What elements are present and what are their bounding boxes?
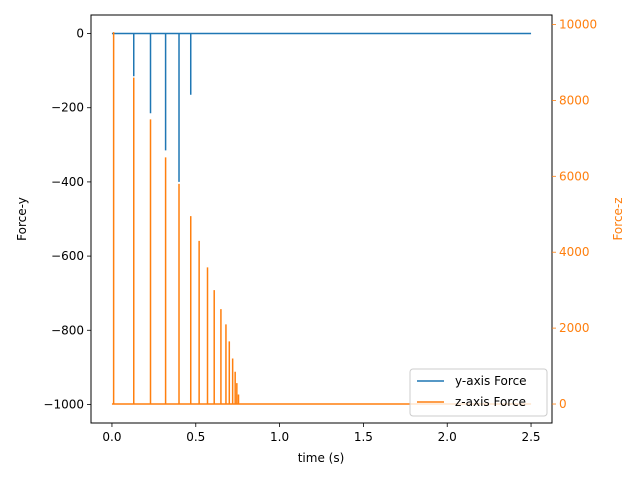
right-y-tick-label: 10000: [559, 17, 597, 31]
left-y-tick-label: −200: [51, 101, 84, 115]
left-y-tick-label: −1000: [43, 397, 84, 411]
x-tick-label: 2.0: [438, 430, 457, 444]
right-y-tick-label: 8000: [559, 93, 590, 107]
right-y-tick-label: 2000: [559, 321, 590, 335]
x-tick-label: 2.5: [521, 430, 540, 444]
x-tick-label: 1.0: [270, 430, 289, 444]
legend: y-axis Force z-axis Force: [409, 368, 548, 417]
plot-frame: [90, 14, 553, 424]
left-y-tick-label: −600: [51, 249, 84, 263]
x-tick-label: 0.0: [102, 430, 121, 444]
right-y-tick-label: 4000: [559, 245, 590, 259]
legend-label-z-axis-force: z-axis Force: [455, 395, 526, 409]
right-y-tick-label: 0: [559, 397, 567, 411]
series-line-y-axis-force: [111, 32, 532, 182]
legend-box: [409, 368, 548, 417]
series-layer: [111, 32, 532, 405]
right-y-tick-label: 6000: [559, 169, 590, 183]
x-tick-label: 1.5: [354, 430, 373, 444]
right-y-axis-title: Force-z: [611, 197, 625, 240]
series-line-z-axis-force: [111, 32, 532, 405]
left-y-tick-label: 0: [76, 27, 84, 41]
left-y-tick-label: −400: [51, 175, 84, 189]
x-axis-title: time (s): [298, 451, 345, 465]
legend-label-y-axis-force: y-axis Force: [455, 374, 527, 388]
x-tick-label: 0.5: [186, 430, 205, 444]
left-y-tick-label: −800: [51, 323, 84, 337]
ticks-layer: 0.0 0.5 1.0 1.5 2.0 2.5 0 −200 −400 −600 −800 −1000…: [43, 17, 597, 444]
left-y-axis-title: Force-y: [15, 197, 29, 241]
